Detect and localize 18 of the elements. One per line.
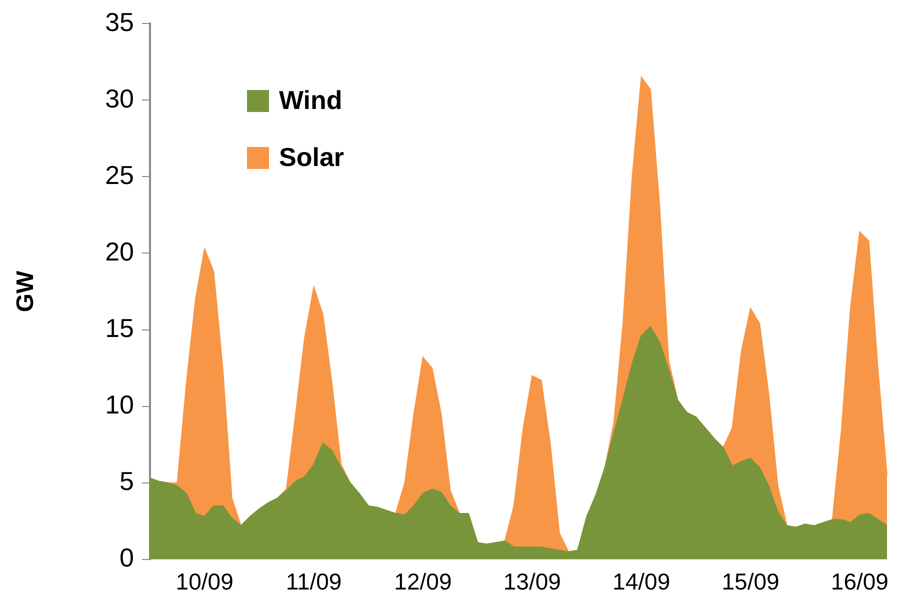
y-tick-label: 10 (105, 389, 134, 420)
y-axis-title: GW (12, 270, 40, 312)
legend-label: Solar (279, 142, 344, 173)
x-tick-label: 14/09 (612, 568, 670, 595)
x-tick-label: 16/09 (830, 568, 888, 595)
legend-label: Wind (279, 85, 342, 116)
y-tick-label: 35 (105, 6, 134, 37)
x-tick-label: 10/09 (176, 568, 234, 595)
y-tick-label: 5 (120, 466, 134, 496)
x-tick-label: 11/09 (286, 568, 342, 595)
y-tick-label: 30 (105, 83, 134, 114)
y-tick-label: 20 (105, 236, 134, 266)
y-tick-label: 15 (105, 312, 134, 343)
x-tick-label: 15/09 (722, 568, 780, 595)
x-tick-label: 12/09 (394, 568, 452, 595)
y-tick-label: 0 (120, 542, 134, 573)
x-tick-label: 13/09 (503, 568, 561, 595)
y-tick-label: 25 (105, 160, 134, 190)
